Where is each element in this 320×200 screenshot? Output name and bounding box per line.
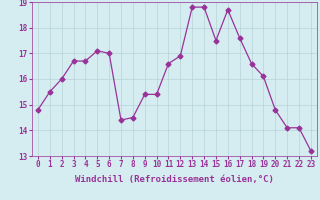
- X-axis label: Windchill (Refroidissement éolien,°C): Windchill (Refroidissement éolien,°C): [75, 175, 274, 184]
